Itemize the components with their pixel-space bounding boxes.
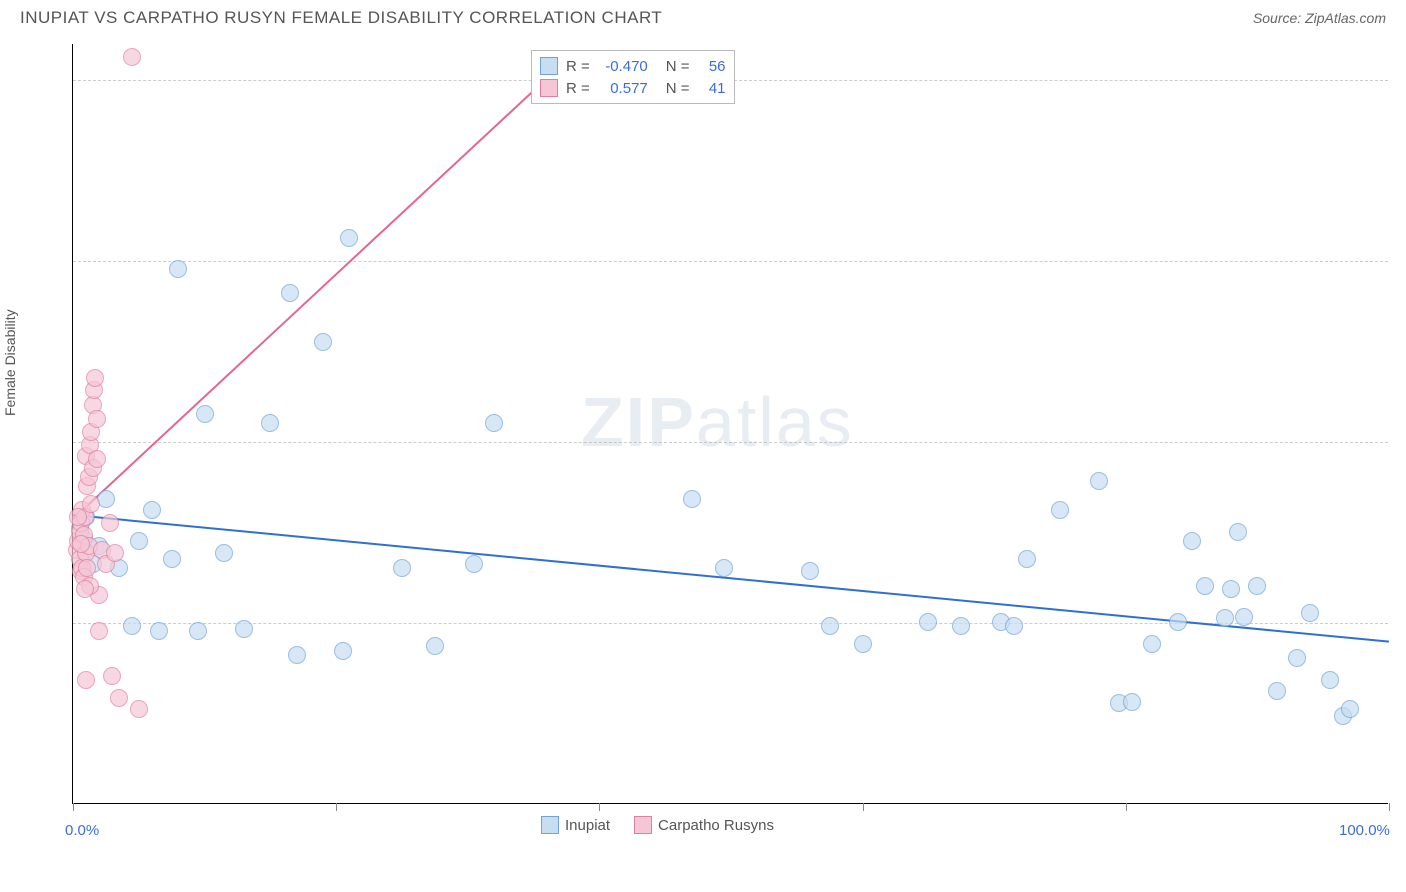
data-point — [215, 544, 233, 562]
data-point — [1143, 635, 1161, 653]
legend-label: Inupiat — [565, 817, 610, 834]
data-point — [103, 667, 121, 685]
data-point — [393, 559, 411, 577]
data-point — [683, 490, 701, 508]
legend-item: Carpatho Rusyns — [634, 816, 774, 834]
chart-header: INUPIAT VS CARPATHO RUSYN FEMALE DISABIL… — [0, 0, 1406, 32]
data-point — [854, 635, 872, 653]
data-point — [143, 501, 161, 519]
gridline — [73, 261, 1388, 262]
data-point — [261, 414, 279, 432]
data-point — [1268, 682, 1286, 700]
stat-n-value: 56 — [698, 58, 726, 75]
data-point — [1018, 550, 1036, 568]
data-point — [101, 514, 119, 532]
x-tick — [863, 803, 864, 811]
data-point — [90, 622, 108, 640]
data-point — [150, 622, 168, 640]
data-point — [1248, 577, 1266, 595]
trend-line — [72, 53, 573, 520]
x-tick — [73, 803, 74, 811]
data-point — [715, 559, 733, 577]
data-point — [106, 544, 124, 562]
legend-swatch — [541, 816, 559, 834]
chart-title: INUPIAT VS CARPATHO RUSYN FEMALE DISABIL… — [20, 8, 662, 28]
data-point — [130, 532, 148, 550]
data-point — [1288, 649, 1306, 667]
legend-swatch — [634, 816, 652, 834]
data-point — [1196, 577, 1214, 595]
data-point — [952, 617, 970, 635]
data-point — [76, 580, 94, 598]
data-point — [1183, 532, 1201, 550]
data-point — [78, 559, 96, 577]
data-point — [1341, 700, 1359, 718]
x-tick — [1126, 803, 1127, 811]
stat-n-label: N = — [666, 58, 690, 75]
series-swatch — [540, 57, 558, 75]
data-point — [86, 369, 104, 387]
data-point — [123, 617, 141, 635]
legend: Inupiat Carpatho Rusyns — [541, 816, 774, 834]
plot-area: 10.0%20.0%30.0%40.0%0.0%100.0%ZIPatlasR … — [72, 44, 1388, 804]
data-point — [72, 535, 90, 553]
data-point — [801, 562, 819, 580]
data-point — [1222, 580, 1240, 598]
data-point — [281, 284, 299, 302]
data-point — [110, 689, 128, 707]
data-point — [314, 333, 332, 351]
data-point — [1005, 617, 1023, 635]
data-point — [123, 48, 141, 66]
data-point — [88, 450, 106, 468]
stat-n-label: N = — [666, 80, 690, 97]
data-point — [88, 410, 106, 428]
watermark: ZIPatlas — [581, 382, 854, 462]
stats-row: R = 0.577 N = 41 — [540, 77, 726, 99]
data-point — [1123, 693, 1141, 711]
data-point — [1090, 472, 1108, 490]
data-point — [334, 642, 352, 660]
stats-row: R = -0.470 N = 56 — [540, 55, 726, 77]
x-tick-label: 100.0% — [1339, 822, 1390, 839]
data-point — [1229, 523, 1247, 541]
data-point — [1216, 609, 1234, 627]
stats-box: R = -0.470 N = 56 R = 0.577 N = 41 — [531, 50, 735, 104]
data-point — [288, 646, 306, 664]
stat-r-label: R = — [566, 58, 590, 75]
data-point — [1235, 608, 1253, 626]
legend-label: Carpatho Rusyns — [658, 817, 774, 834]
series-swatch — [540, 79, 558, 97]
data-point — [163, 550, 181, 568]
data-point — [69, 508, 87, 526]
data-point — [426, 637, 444, 655]
data-point — [189, 622, 207, 640]
x-tick-label: 0.0% — [65, 822, 99, 839]
y-axis-label: Female Disability — [2, 309, 18, 416]
data-point — [235, 620, 253, 638]
stat-r-label: R = — [566, 80, 590, 97]
data-point — [1051, 501, 1069, 519]
data-point — [196, 405, 214, 423]
chart-container: Female Disability 10.0%20.0%30.0%40.0%0.… — [20, 32, 1386, 864]
data-point — [1321, 671, 1339, 689]
x-tick — [336, 803, 337, 811]
legend-item: Inupiat — [541, 816, 610, 834]
data-point — [485, 414, 503, 432]
gridline — [73, 442, 1388, 443]
data-point — [465, 555, 483, 573]
data-point — [1169, 613, 1187, 631]
stat-n-value: 41 — [698, 80, 726, 97]
stat-r-value: -0.470 — [598, 58, 648, 75]
data-point — [130, 700, 148, 718]
data-point — [169, 260, 187, 278]
x-tick — [599, 803, 600, 811]
source-attribution: Source: ZipAtlas.com — [1253, 10, 1386, 26]
data-point — [1301, 604, 1319, 622]
stat-r-value: 0.577 — [598, 80, 648, 97]
data-point — [821, 617, 839, 635]
data-point — [340, 229, 358, 247]
x-tick — [1389, 803, 1390, 811]
data-point — [919, 613, 937, 631]
data-point — [77, 671, 95, 689]
